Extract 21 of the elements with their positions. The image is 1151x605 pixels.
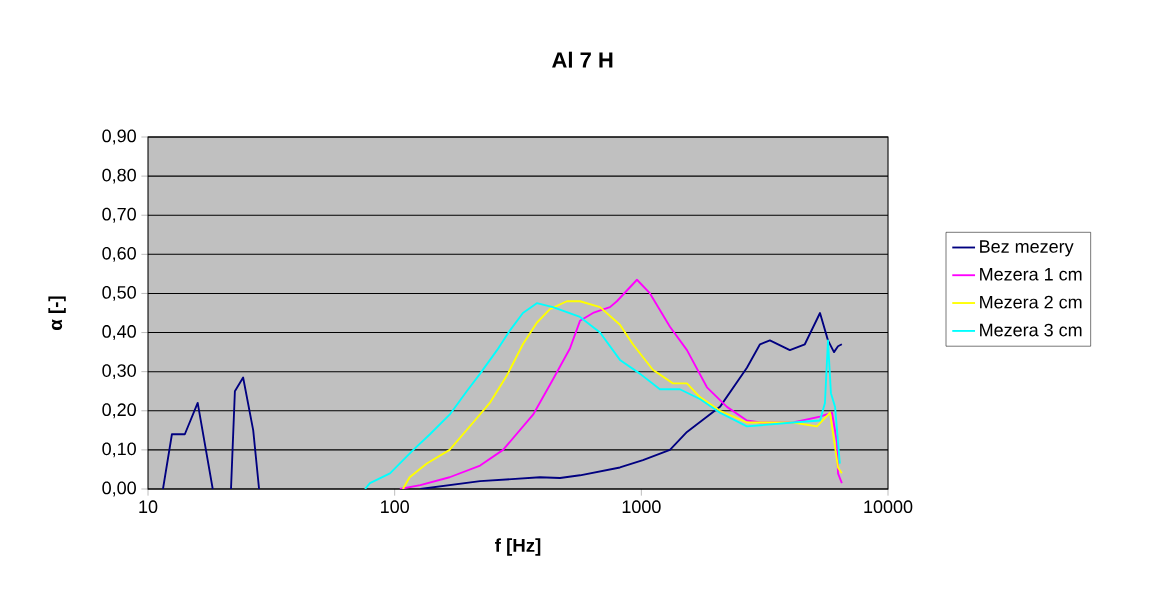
legend-label: Mezera 2 cm [980, 295, 1082, 309]
y-axis-title: α [-] [48, 296, 66, 330]
x-axis-title: f [Hz] [495, 538, 541, 556]
y-tick-label: 0,50 [102, 286, 136, 301]
y-tick-label: 0,30 [102, 364, 136, 380]
legend-label: Mezera 1 cm [980, 268, 1082, 281]
x-tick-label: 1000 [622, 500, 661, 514]
chart-title: Al 7 H [552, 51, 613, 68]
legend-label: Bez mezery [980, 240, 1074, 257]
x-tick-label: 10 [139, 500, 158, 514]
y-tick-label: 0,10 [102, 442, 136, 458]
y-tick-label: 0,00 [102, 481, 136, 497]
legend-label: Mezera 3 cm [980, 323, 1082, 337]
y-tick-label: 0,20 [102, 403, 136, 419]
y-tick-label: 0,70 [102, 207, 136, 223]
y-tick-label: 0,90 [102, 129, 136, 145]
x-tick-label: 10000 [864, 500, 913, 514]
x-tick-label: 100 [381, 500, 409, 514]
y-tick-label: 0,80 [102, 168, 136, 184]
y-tick-label: 0,40 [102, 325, 136, 340]
y-tick-label: 0,60 [102, 246, 136, 262]
